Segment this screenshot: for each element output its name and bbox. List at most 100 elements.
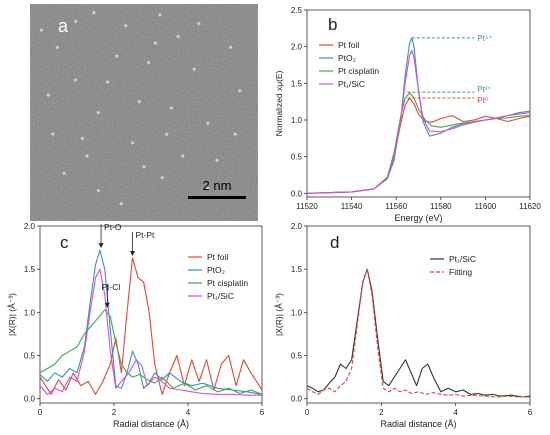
y-tick-label-b-0: 0.0 <box>291 189 303 198</box>
bright-spot-1 <box>157 12 163 18</box>
series-line-c-3 <box>40 268 262 396</box>
x-tick-label-c-2: 4 <box>186 408 191 417</box>
x-tick-label-b-1: 11540 <box>341 202 363 211</box>
y-tick-label-d-4: 2.0 <box>291 222 303 231</box>
y-axis-label-d: |X(R)| (Å⁻³) <box>274 293 284 336</box>
y-axis-label-b: Normalized xμ(E) <box>274 70 284 136</box>
bright-spots <box>39 10 242 206</box>
panel-letter-d: d <box>330 233 339 252</box>
x-tick-label-b-2: 11560 <box>385 202 407 211</box>
legend-label-d-0: Pt₁/SiC <box>449 254 476 264</box>
bright-spot-34 <box>84 153 90 159</box>
bright-spot-33 <box>237 88 242 94</box>
series-line-b-3 <box>307 49 530 194</box>
micrograph-grain <box>30 4 258 221</box>
y-tick-label-c-2: 1.0 <box>24 308 36 317</box>
y-tick-label-b-3: 1.5 <box>291 79 303 88</box>
panel-d-fitting-chart: 0 2 4 6 0.0 0.5 1.0 1.5 2.0 Radial distance (Å) |X… <box>274 222 533 429</box>
bright-spot-8 <box>137 99 142 104</box>
y-tick-label-c-1: 0.5 <box>24 352 36 361</box>
y-tick-label-d-1: 0.5 <box>291 352 303 361</box>
x-axis-label-d: Radial distance (Å) <box>380 419 456 429</box>
x-tick-label-c-1: 2 <box>112 408 117 417</box>
reference-label-2: Pt⁰ <box>477 96 488 105</box>
legend-label-c-3: Pt₁/SiC <box>207 291 234 301</box>
x-tick-label-b-3: 11580 <box>430 202 452 211</box>
x-tick-label-c-0: 0 <box>38 408 43 417</box>
bright-spot-6 <box>114 53 119 59</box>
series-line-b-0 <box>307 97 530 194</box>
panel-b-xanes-chart: 11520 11540 11560 11580 11600 11620 0.0 0.5 1.0 1… <box>274 6 541 223</box>
bright-spot-27 <box>176 34 181 39</box>
bright-spot-15 <box>180 153 185 159</box>
annotation-arrowhead-0 <box>98 243 104 249</box>
bright-spot-32 <box>164 132 169 137</box>
bright-spot-24 <box>228 45 233 50</box>
bright-spot-10 <box>46 92 51 98</box>
y-tick-label-d-2: 1.0 <box>291 308 303 317</box>
bright-spot-28 <box>73 77 78 83</box>
legend-label-c-0: Pt foil <box>207 252 228 262</box>
y-tick-label-b-2: 1.0 <box>291 116 303 125</box>
legend-label-b-2: Pt cisplatin <box>338 66 379 76</box>
annotation-arrowhead-1 <box>104 302 110 308</box>
x-tick-label-c-3: 6 <box>260 408 265 417</box>
reference-label-1: Pt²⁺ <box>477 85 491 94</box>
legend-label-b-0: Pt foil <box>338 40 359 50</box>
panel-c-ft-exafs-chart: 0 2 4 6 0.0 0.5 1.0 1.5 2.0 Radial distance (Å) |X… <box>7 222 265 429</box>
legend-label-c-2: Pt cisplatin <box>207 278 248 288</box>
bright-spot-13 <box>80 136 85 141</box>
y-tick-label-d-3: 1.5 <box>291 265 303 274</box>
legend-label-b-3: Pt₁/SiC <box>338 79 365 89</box>
annotation-label-0: Pt-O <box>104 222 122 232</box>
bright-spot-3 <box>73 19 78 24</box>
bright-spot-4 <box>153 40 158 46</box>
series-line-c-0 <box>40 257 262 395</box>
y-tick-label-b-1: 0.5 <box>291 153 303 162</box>
bright-spot-0 <box>91 10 97 15</box>
legend-label-d-1: Fitting <box>449 267 472 277</box>
bright-spot-11 <box>96 110 101 115</box>
annotation-label-2: Pt-Pt <box>136 230 156 240</box>
bright-spot-20 <box>160 175 165 180</box>
annotation-label-1: Pt-Cl <box>101 282 120 292</box>
bright-spot-25 <box>50 132 55 137</box>
bright-spot-7 <box>146 60 151 65</box>
y-axis-label-c: |X(R)| (Å⁻³) <box>7 293 17 336</box>
bright-spot-16 <box>191 66 197 72</box>
legend-label-b-1: PtO₂ <box>338 53 356 63</box>
x-tick-label-b-4: 11600 <box>475 202 497 211</box>
panel-letter-c: c <box>60 233 69 252</box>
plot-frame-c <box>39 225 263 404</box>
x-tick-label-d-0: 0 <box>305 408 310 417</box>
bright-spot-14 <box>130 140 135 146</box>
bright-spot-9 <box>169 105 174 111</box>
bright-spot-12 <box>205 121 211 126</box>
x-tick-label-d-3: 6 <box>528 408 533 417</box>
bright-spot-5 <box>55 45 60 50</box>
panel-letter-b: b <box>328 15 337 34</box>
x-tick-label-d-2: 4 <box>453 408 458 417</box>
bright-spot-19 <box>61 171 67 176</box>
bright-spot-21 <box>214 158 220 163</box>
reference-label-0: Pt⁴⁺ <box>477 34 492 43</box>
y-tick-label-c-3: 1.5 <box>24 265 36 274</box>
bright-spot-30 <box>39 27 44 33</box>
plot-frame-d <box>306 225 531 404</box>
plot-frame-b <box>306 9 531 198</box>
x-tick-label-d-1: 2 <box>379 408 384 417</box>
x-tick-label-b-5: 11620 <box>519 202 541 211</box>
bright-spot-2 <box>196 21 201 26</box>
bright-spot-17 <box>105 79 110 85</box>
bright-spot-29 <box>205 186 211 191</box>
annotation-arrowhead-2 <box>130 250 135 256</box>
bright-spot-31 <box>119 201 124 206</box>
x-tick-label-b-0: 11520 <box>296 202 318 211</box>
series-line-d-1 <box>307 268 530 398</box>
bright-spot-22 <box>96 188 101 193</box>
y-tick-label-d-0: 0.0 <box>291 395 303 404</box>
y-tick-label-b-5: 2.5 <box>291 6 303 15</box>
x-axis-label-b: Energy (eV) <box>394 213 442 223</box>
y-tick-label-c-4: 2.0 <box>24 222 36 231</box>
